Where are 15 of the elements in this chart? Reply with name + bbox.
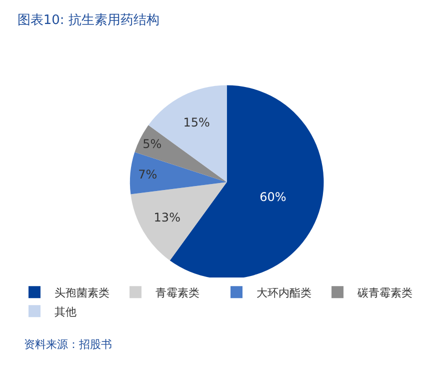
legend-label: 头孢菌素类	[54, 286, 110, 300]
data-label: 13%	[154, 210, 180, 224]
legend-label: 青霉素类	[156, 286, 200, 300]
legend-label: 大环内酯类	[256, 286, 312, 300]
pie-slice	[130, 152, 227, 194]
data-label: 5%	[142, 137, 162, 152]
pie-slice	[130, 182, 227, 261]
data-label: 7%	[138, 168, 158, 182]
text: 资料来源：招股书	[24, 338, 112, 351]
legend-label: 碳青霉素类	[356, 286, 412, 300]
data-label: 60%	[260, 190, 286, 204]
chart-title: 图表10: 抗生素用药结构	[17, 13, 160, 28]
data-label: 15%	[183, 116, 210, 130]
legend-label: 其他	[54, 305, 76, 318]
pie-slice	[134, 125, 227, 182]
